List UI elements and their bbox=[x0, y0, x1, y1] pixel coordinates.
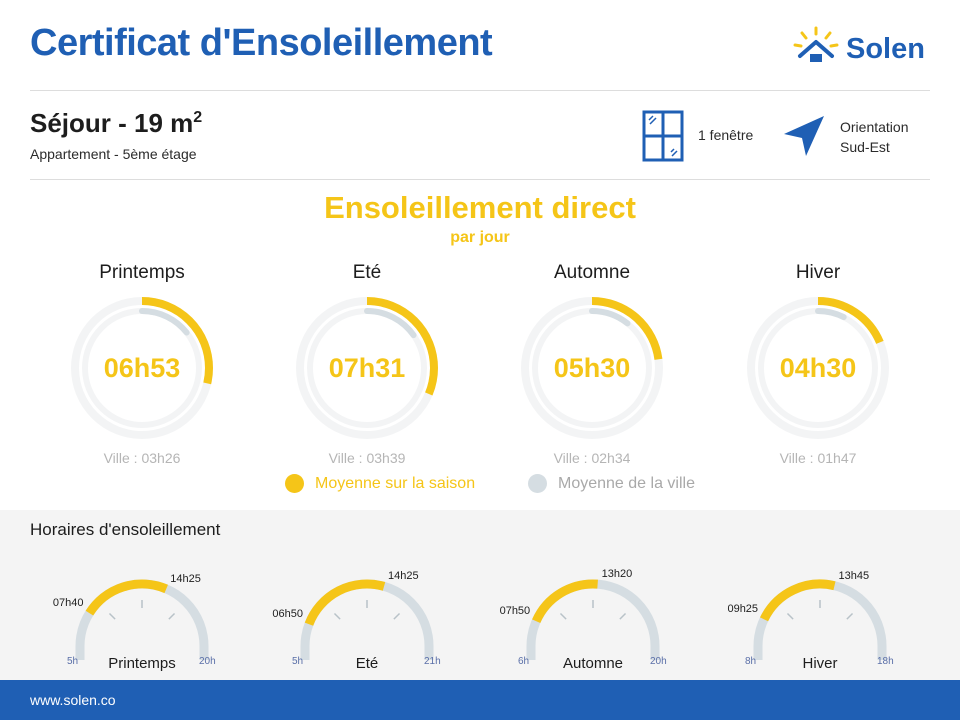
season-name: Hiver bbox=[795, 262, 841, 283]
gauge-tick bbox=[559, 612, 567, 620]
gauge-sun-arc bbox=[304, 579, 386, 626]
gauge-max-label: 20h bbox=[650, 656, 667, 667]
divider bbox=[30, 179, 930, 180]
gauge-track bbox=[300, 579, 434, 660]
gauge-season-name: Automne bbox=[562, 655, 624, 672]
sunrise-time: 07h40 bbox=[52, 597, 84, 610]
legend-label: Moyenne sur la saison bbox=[315, 474, 476, 492]
season-ring-value bbox=[296, 297, 438, 439]
city-average: Ville : 03h39 bbox=[328, 450, 406, 466]
city-ring-value bbox=[532, 308, 652, 428]
sunrise-time: 07h50 bbox=[499, 605, 531, 618]
orientation-line1: Orientation bbox=[840, 119, 909, 135]
room-subtitle: Appartement - 5ème étage bbox=[30, 146, 197, 162]
sunrise-time: 09h25 bbox=[727, 603, 759, 616]
sunset-time: 14h25 bbox=[388, 570, 419, 583]
legend-city-average: Moyenne de la ville bbox=[528, 474, 695, 493]
season-ring-value bbox=[71, 297, 213, 439]
season-donut: 04h30 bbox=[746, 296, 890, 440]
season-value: 04h30 bbox=[779, 353, 857, 383]
orientation-line2: Sud-Est bbox=[840, 139, 890, 155]
city-ring-value bbox=[307, 308, 427, 428]
gauge-sun-arc bbox=[759, 579, 836, 622]
sunshine-title: Ensoleillement direct bbox=[324, 190, 636, 225]
season-value: 05h30 bbox=[553, 353, 631, 383]
hours-section bbox=[0, 510, 960, 680]
sunset-time: 13h45 bbox=[838, 569, 870, 582]
season-name: Automne bbox=[553, 262, 631, 283]
page-title: Certificat d'Ensoleillement bbox=[30, 22, 493, 64]
divider bbox=[30, 90, 930, 91]
season-automne: Automne 05h30 Ville : 02h34 bbox=[492, 262, 692, 466]
gauge-track bbox=[753, 579, 887, 660]
hours-gauge-hiver: 09h25 13h45 8h 18h Hiver bbox=[727, 560, 910, 672]
season-name: Eté bbox=[352, 262, 382, 283]
season-donut: 05h30 bbox=[520, 296, 664, 440]
city-ring-value bbox=[758, 308, 878, 428]
season-value: 07h31 bbox=[328, 353, 406, 383]
hours-gauge-automne: 07h50 13h20 6h 20h Automne bbox=[499, 560, 683, 672]
city-ring-value bbox=[82, 308, 202, 428]
hours-gauge-printemps: 07h40 14h25 5h 20h Printemps bbox=[52, 560, 232, 672]
gauge-tick bbox=[168, 612, 176, 620]
room-title: Séjour - 19 m2 bbox=[30, 108, 202, 139]
legend-dot-grey bbox=[528, 474, 547, 493]
season-ete: Eté 07h31 Ville : 03h39 bbox=[267, 262, 467, 466]
season-ring-value bbox=[747, 297, 889, 439]
gauge-min-label: 5h bbox=[292, 656, 304, 667]
gauge-track bbox=[75, 579, 209, 660]
gauge-sun-arc bbox=[532, 579, 598, 624]
brand-logo[interactable]: Solen bbox=[792, 26, 932, 70]
gauge-tick bbox=[786, 612, 794, 620]
season-donut: 06h53 bbox=[70, 296, 214, 440]
season-name: Printemps bbox=[99, 262, 185, 283]
direction-arrow-icon bbox=[784, 116, 824, 156]
gauge-max-label: 21h bbox=[424, 656, 441, 667]
windows-count: 1 fenêtre bbox=[698, 127, 754, 143]
season-printemps: Printemps 06h53 Ville : 03h26 bbox=[42, 262, 242, 466]
footer: www.solen.co bbox=[0, 680, 960, 720]
gauge-min-label: 5h bbox=[67, 656, 79, 667]
city-average: Ville : 01h47 bbox=[779, 450, 857, 466]
brand-name: Solen bbox=[846, 33, 925, 65]
season-hiver: Hiver 04h30 Ville : 01h47 bbox=[718, 262, 918, 466]
season-donut: 07h31 bbox=[295, 296, 439, 440]
hours-title: Horaires d'ensoleillement bbox=[30, 520, 221, 539]
gauge-tick bbox=[393, 612, 401, 620]
gauge-max-label: 18h bbox=[877, 656, 894, 667]
sunrise-time: 06h50 bbox=[272, 608, 303, 621]
gauge-tick bbox=[108, 612, 116, 620]
city-average: Ville : 03h26 bbox=[103, 450, 181, 466]
sunset-time: 13h20 bbox=[601, 568, 633, 581]
gauge-season-name: Printemps bbox=[108, 655, 176, 672]
hours-gauge-ete: 06h50 14h25 5h 21h Eté bbox=[272, 560, 457, 672]
gauge-tick bbox=[619, 612, 627, 620]
room-name: Séjour - 19 m bbox=[30, 108, 194, 138]
gauge-season-name: Hiver bbox=[802, 655, 838, 672]
gauge-max-label: 20h bbox=[199, 656, 216, 667]
sun-house-icon bbox=[793, 26, 839, 62]
window-icon bbox=[642, 110, 684, 162]
gauge-track bbox=[526, 579, 660, 660]
legend-dot-yellow bbox=[285, 474, 304, 493]
footer-link[interactable]: www.solen.co bbox=[30, 692, 116, 708]
gauge-min-label: 8h bbox=[745, 656, 757, 667]
legend-season-average: Moyenne sur la saison bbox=[285, 474, 475, 493]
sunset-time: 14h25 bbox=[170, 572, 201, 585]
sunshine-subtitle: par jour bbox=[450, 229, 510, 246]
legend-label: Moyenne de la ville bbox=[558, 474, 695, 492]
gauge-tick bbox=[333, 612, 341, 620]
season-value: 06h53 bbox=[103, 353, 181, 383]
area-exponent: 2 bbox=[193, 109, 203, 126]
gauge-tick bbox=[846, 612, 854, 620]
season-ring-value bbox=[521, 297, 663, 439]
orientation-label: Orientation Sud-Est bbox=[840, 117, 908, 157]
gauge-min-label: 6h bbox=[518, 656, 530, 667]
gauge-sun-arc bbox=[85, 579, 168, 616]
gauge-season-name: Eté bbox=[355, 655, 379, 672]
city-average: Ville : 02h34 bbox=[553, 450, 631, 466]
